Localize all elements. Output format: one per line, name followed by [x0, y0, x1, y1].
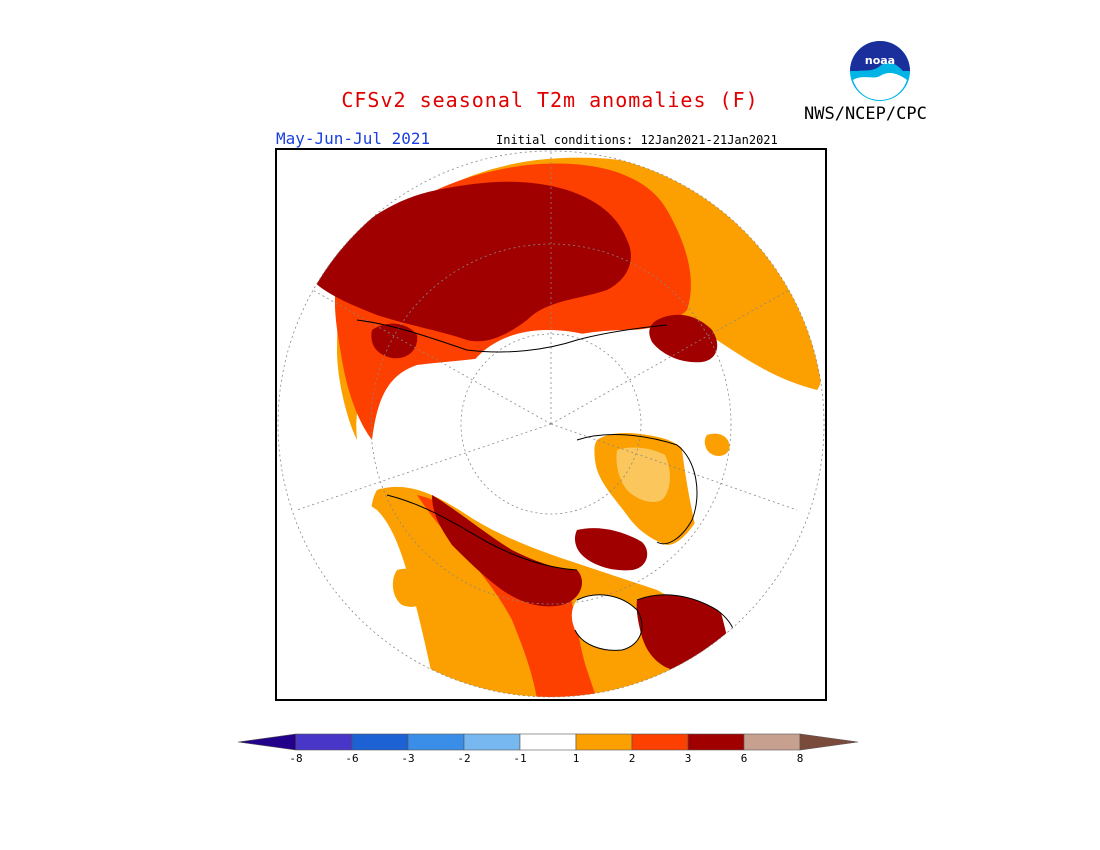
canada-darkred-region: [432, 495, 582, 607]
colorbar: [237, 731, 862, 757]
colorbar-swatch: [351, 733, 409, 751]
map-panel: [275, 148, 827, 701]
colorbar-swatch: [631, 733, 689, 751]
agency-label: NWS/NCEP/CPC: [804, 104, 927, 124]
arctic-neutral-region: [456, 330, 658, 496]
logo-text: noaa: [865, 54, 895, 67]
colorbar-svg: [237, 733, 859, 751]
noaa-logo-icon: noaa: [849, 40, 911, 102]
north-atlantic-orange-patch: [704, 433, 730, 456]
hudson-bay-neutral: [571, 594, 642, 651]
colorbar-swatch: [687, 733, 745, 751]
colorbar-tick-label: 8: [796, 752, 804, 765]
arctic-archipelago-darkred-region: [574, 528, 648, 571]
colorbar-tick-label: -1: [513, 752, 527, 765]
colorbar-tick-label: 3: [684, 752, 692, 765]
far-east-darkred-region: [649, 314, 718, 363]
colorbar-swatch: [407, 733, 465, 751]
colorbar-tick-label: 2: [628, 752, 636, 765]
colorbar-swatch: [743, 733, 801, 751]
colorbar-swatch: [463, 733, 521, 751]
colorbar-tick-label: -2: [457, 752, 471, 765]
colorbar-arrow-high: [799, 733, 859, 751]
colorbar-tick-label: 6: [740, 752, 748, 765]
atlantic-neutral-region: [682, 392, 824, 697]
colorbar-swatch: [295, 733, 353, 751]
colorbar-swatch: [519, 733, 577, 751]
eurasia-darkred-region: [312, 181, 631, 342]
initial-conditions: Initial conditions: 12Jan2021-21Jan2021: [496, 133, 778, 147]
anomaly-map: [277, 150, 825, 698]
colorbar-arrow-low: [237, 733, 297, 751]
colorbar-tick-label: -6: [345, 752, 359, 765]
colorbar-swatch: [575, 733, 633, 751]
central-asia-darkred-region: [371, 323, 418, 359]
colorbar-tick-label: -8: [289, 752, 303, 765]
hemisphere-boundary: [277, 150, 825, 698]
map-title: CFSv2 seasonal T2m anomalies (F): [341, 88, 759, 112]
colorbar-ticks: -8 -6 -3 -2 -1 1 2 3 6 8: [0, 752, 1100, 768]
graticule: [278, 151, 824, 605]
colorbar-tick-label: 1: [572, 752, 580, 765]
alaska-orange-patch: [392, 568, 429, 607]
forecast-period: May-Jun-Jul 2021: [276, 129, 431, 148]
colorbar-tick-label: -3: [401, 752, 415, 765]
